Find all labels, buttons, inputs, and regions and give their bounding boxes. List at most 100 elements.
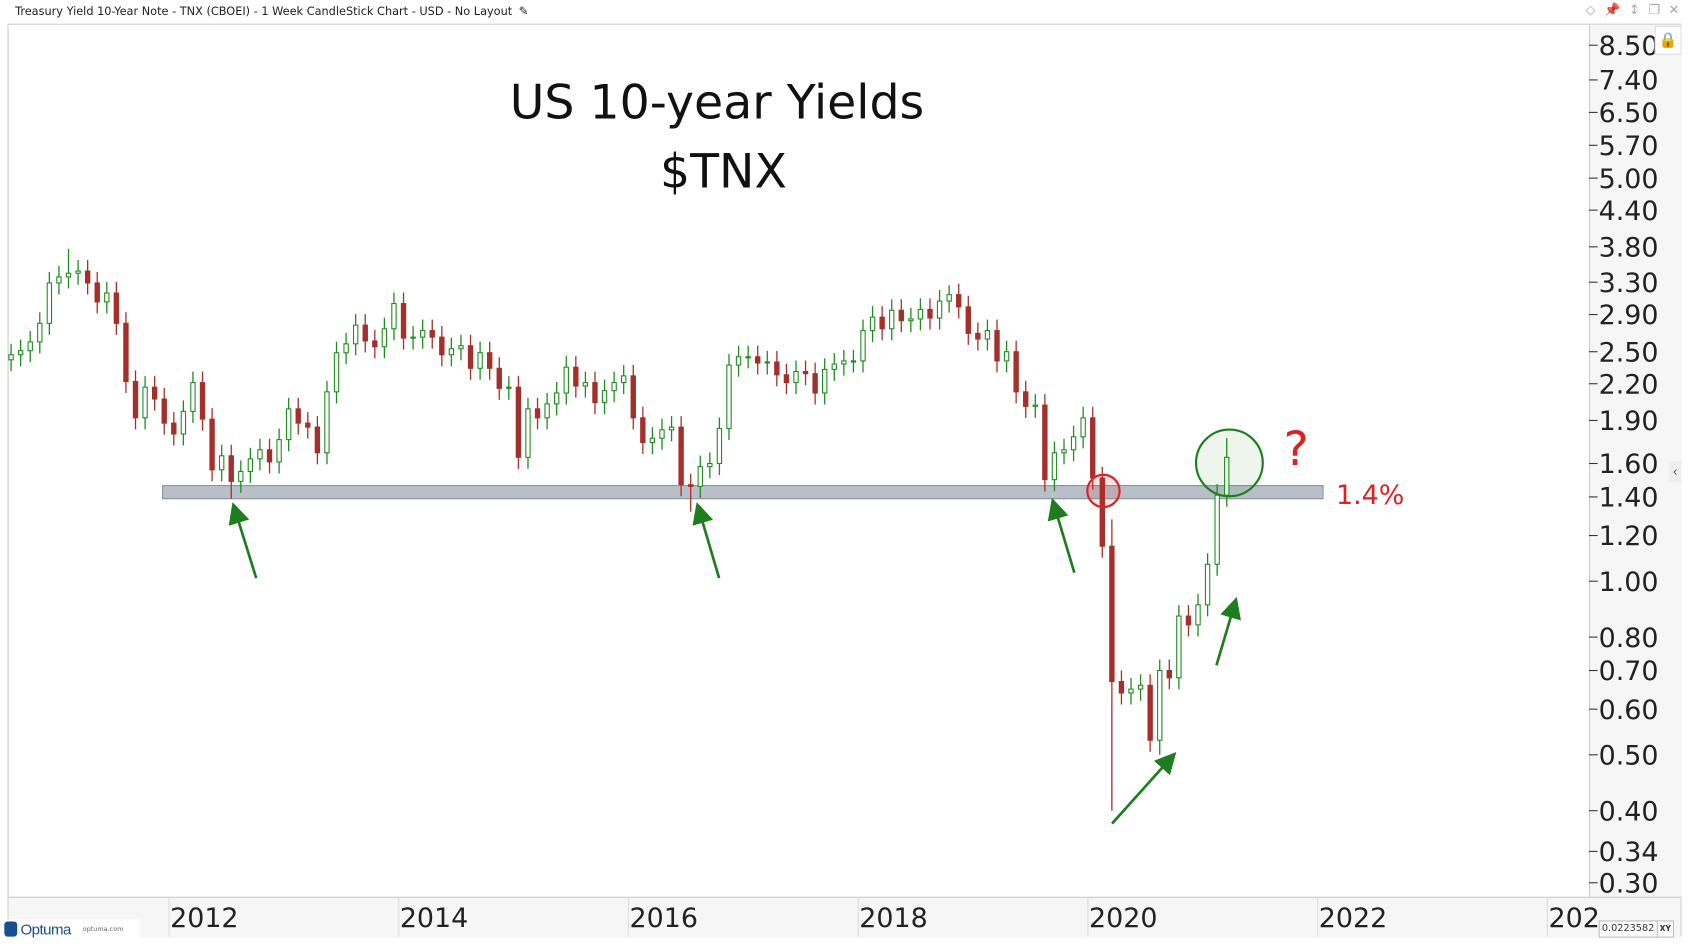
candle-body bbox=[1080, 417, 1086, 438]
candle-body bbox=[486, 352, 493, 369]
y-tick-label: 0.50 bbox=[1599, 741, 1659, 772]
candle-body bbox=[860, 330, 866, 362]
green-arrow-icon bbox=[692, 502, 721, 579]
red-circle-annotation bbox=[1086, 473, 1121, 509]
candle-body bbox=[247, 458, 254, 472]
candle-body bbox=[56, 276, 62, 284]
question-mark: ? bbox=[1284, 422, 1309, 477]
lock-icon[interactable]: 🔒 bbox=[1654, 25, 1682, 55]
candle-body bbox=[783, 374, 790, 384]
candle-body bbox=[659, 429, 665, 439]
x-tick-label: 2014 bbox=[400, 903, 468, 934]
readout-value: 0.0223582 bbox=[1601, 923, 1655, 935]
candle-body bbox=[1166, 670, 1172, 679]
close-icon[interactable]: ✕ bbox=[1668, 2, 1680, 18]
candle-body bbox=[1185, 615, 1192, 626]
candle-body bbox=[668, 426, 675, 431]
candle-body bbox=[132, 380, 139, 419]
candle-body bbox=[716, 427, 723, 465]
optuma-logo-text: Optuma bbox=[20, 920, 71, 938]
candle-body bbox=[199, 382, 206, 420]
y-tick-label: 6.50 bbox=[1599, 98, 1659, 129]
candle-body bbox=[515, 386, 522, 458]
candle-body bbox=[324, 391, 330, 454]
y-tick-label: 4.40 bbox=[1599, 196, 1659, 227]
candle-body bbox=[525, 408, 531, 458]
candle-body bbox=[1157, 670, 1163, 741]
candle-body bbox=[8, 354, 14, 361]
candle-body bbox=[831, 363, 837, 370]
y-tick-label: 3.30 bbox=[1599, 268, 1659, 299]
candle-body bbox=[697, 466, 703, 487]
x-axis-panel[interactable] bbox=[8, 896, 1681, 938]
x-tick-label: 2020 bbox=[1089, 903, 1157, 934]
x-tick-label: 2022 bbox=[1319, 903, 1387, 934]
chart-header: Treasury Yield 10-Year Note - TNX (CBOEI… bbox=[15, 4, 529, 18]
restore-icon[interactable]: ❐ bbox=[1648, 2, 1660, 18]
candle-body bbox=[1042, 404, 1048, 481]
arrow-icon[interactable]: ↕ bbox=[1628, 2, 1640, 18]
y-tick-label: 1.00 bbox=[1599, 567, 1659, 598]
candle-body bbox=[352, 324, 359, 345]
candle-body bbox=[793, 370, 799, 384]
green-arrow-icon bbox=[1111, 752, 1177, 825]
candle-body bbox=[975, 332, 981, 340]
candle-body bbox=[65, 272, 72, 278]
candle-body bbox=[1061, 449, 1067, 454]
candle-body bbox=[956, 294, 962, 308]
green-circle-annotation bbox=[1194, 428, 1264, 498]
edit-pencil-icon[interactable]: ✎ bbox=[518, 4, 529, 19]
candle-body bbox=[104, 292, 110, 303]
candle-body bbox=[228, 455, 234, 482]
green-arrow-icon bbox=[228, 502, 258, 579]
optuma-logo-mark bbox=[4, 921, 18, 937]
candle-body bbox=[161, 398, 167, 424]
candle-body bbox=[1051, 452, 1058, 481]
candle-body bbox=[774, 361, 780, 376]
candle-body bbox=[276, 439, 282, 463]
candle-body bbox=[362, 324, 368, 342]
coordinate-readout[interactable]: 0.0223582 XY bbox=[1598, 920, 1675, 938]
y-tick-label: 1.40 bbox=[1599, 483, 1659, 514]
candle-body bbox=[1118, 680, 1125, 694]
candle-body bbox=[496, 367, 502, 389]
y-tick-label: 1.20 bbox=[1599, 521, 1659, 552]
candle-body bbox=[678, 426, 684, 486]
readout-mode[interactable]: XY bbox=[1656, 921, 1673, 937]
candle-body bbox=[1147, 684, 1153, 741]
candle-body bbox=[142, 386, 148, 419]
diamond-icon[interactable]: ◇ bbox=[1585, 2, 1596, 18]
chevron-left-icon[interactable]: ‹ bbox=[1668, 460, 1682, 483]
y-tick-label: 2.90 bbox=[1599, 300, 1659, 331]
candle-body bbox=[46, 282, 53, 324]
candle-body bbox=[1137, 684, 1144, 690]
candle-body bbox=[1204, 563, 1211, 606]
candle-body bbox=[17, 350, 24, 356]
y-tick-label: 1.90 bbox=[1599, 406, 1659, 437]
candle-body bbox=[257, 449, 263, 460]
pin-icon[interactable]: 📌 bbox=[1604, 2, 1621, 18]
candle-body bbox=[1032, 404, 1038, 407]
candle-body bbox=[630, 375, 636, 419]
candle-body bbox=[1099, 477, 1105, 547]
candle-body bbox=[927, 308, 933, 319]
candle-body bbox=[1214, 494, 1220, 565]
window-controls: ◇ 📌 ↕ ❐ ✕ bbox=[1586, 2, 1680, 17]
y-tick-label: 2.50 bbox=[1599, 337, 1659, 368]
candle-body bbox=[333, 352, 340, 393]
y-tick-label: 0.40 bbox=[1599, 796, 1659, 827]
y-axis-panel[interactable] bbox=[1588, 24, 1682, 897]
chart-title: US 10-year Yields bbox=[510, 75, 924, 130]
candle-body bbox=[611, 382, 617, 392]
candle-body bbox=[726, 364, 732, 430]
y-tick-label: 8.50 bbox=[1599, 31, 1659, 62]
candle-body bbox=[553, 392, 560, 405]
candle-body bbox=[573, 366, 579, 387]
candle-body bbox=[458, 345, 464, 350]
y-tick-label: 0.70 bbox=[1599, 656, 1659, 687]
candle-body bbox=[238, 470, 244, 482]
candle-body bbox=[688, 484, 694, 487]
candle-body bbox=[707, 462, 713, 468]
y-tick-label: 0.30 bbox=[1599, 868, 1659, 899]
candle-body bbox=[391, 303, 397, 330]
